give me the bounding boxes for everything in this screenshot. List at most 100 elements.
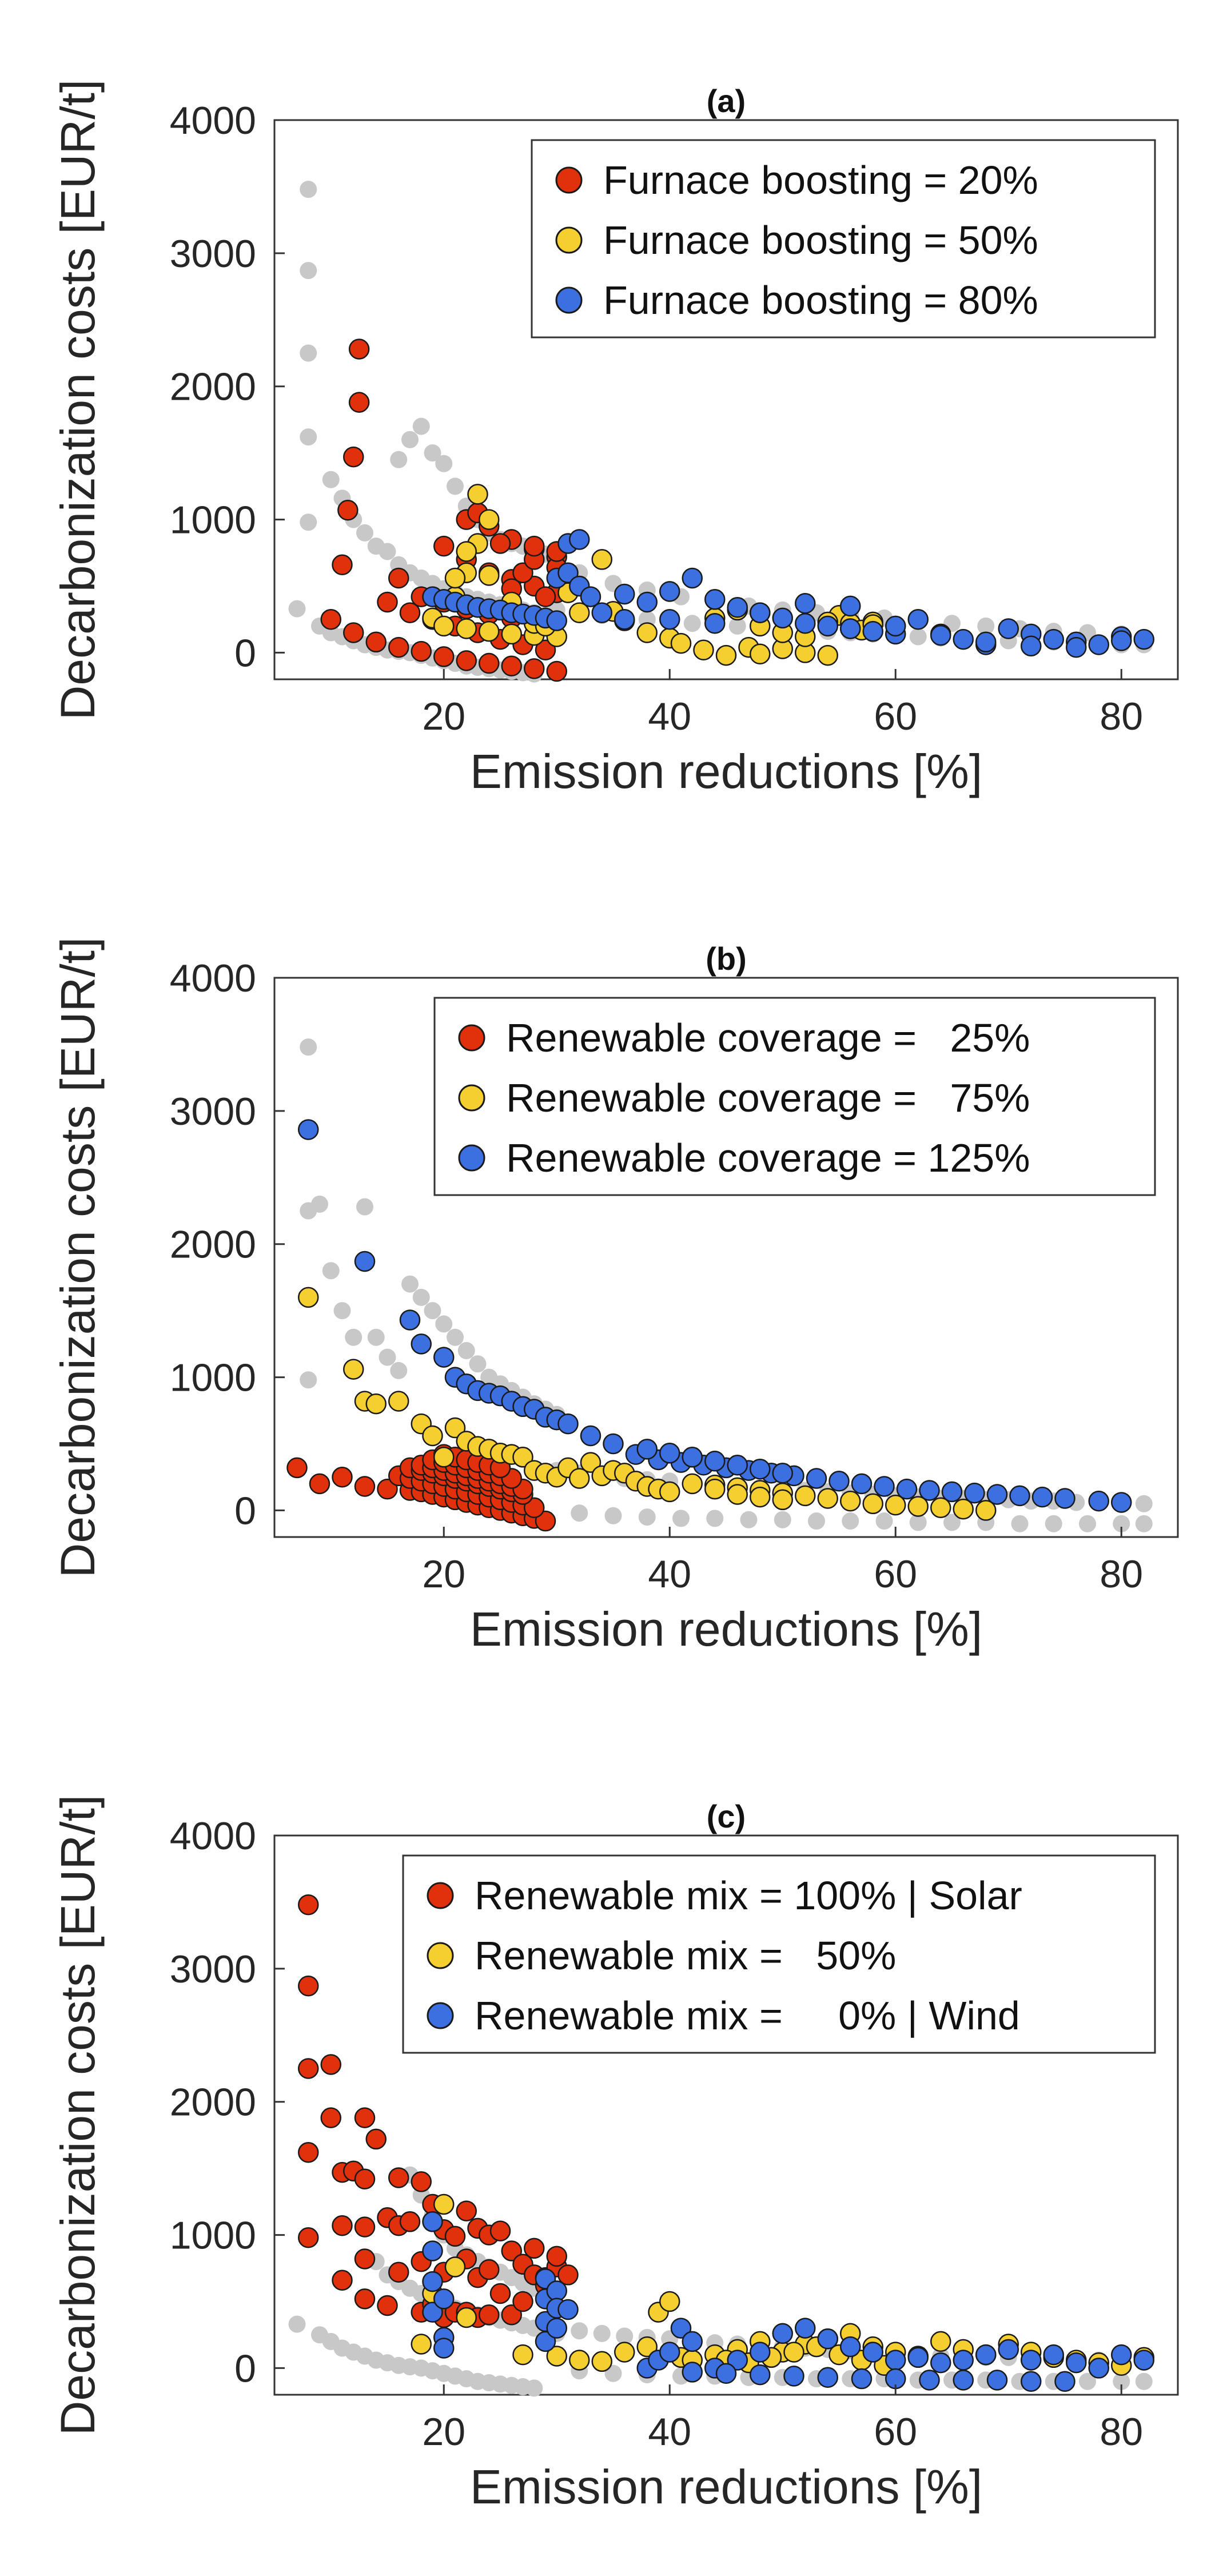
- data-point: [422, 2271, 443, 2292]
- data-point: [479, 2259, 500, 2280]
- data-point: [433, 2193, 455, 2215]
- data-point: [467, 484, 488, 505]
- y-tick-label: 3000: [170, 1090, 256, 1133]
- background-point: [345, 1328, 363, 1346]
- data-point: [727, 597, 748, 618]
- data-point: [795, 612, 816, 634]
- legend-marker: [427, 1942, 454, 1969]
- background-point: [300, 262, 317, 280]
- data-point: [546, 660, 567, 682]
- data-point: [433, 1447, 455, 1468]
- data-point: [337, 500, 358, 521]
- data-point: [489, 2220, 511, 2241]
- axes-box: [273, 119, 1179, 680]
- data-point: [444, 2256, 466, 2278]
- data-point: [354, 2107, 376, 2128]
- data-point: [930, 624, 951, 646]
- background-point: [1135, 1515, 1153, 1532]
- data-point: [806, 1468, 827, 1489]
- data-point: [433, 2338, 455, 2359]
- data-point: [535, 639, 556, 661]
- data-point: [557, 562, 579, 583]
- background-point: [1011, 1515, 1029, 1532]
- data-point: [1009, 1485, 1030, 1507]
- data-point: [456, 2200, 477, 2221]
- background-point: [1079, 2372, 1096, 2390]
- data-point: [907, 608, 929, 630]
- data-point: [348, 392, 370, 413]
- data-point: [975, 2344, 997, 2366]
- data-point: [298, 2058, 319, 2079]
- data-point: [862, 620, 883, 642]
- data-point: [332, 2270, 353, 2291]
- data-point: [456, 650, 477, 671]
- background-point: [412, 1288, 430, 1306]
- data-point: [1066, 2352, 1087, 2374]
- data-point: [817, 1488, 838, 1509]
- series-3: [422, 2211, 1154, 2392]
- data-point: [1021, 2371, 1042, 2392]
- data-point: [411, 2334, 432, 2355]
- panel-a: 20 40 60 80 0 1000 2000 3000 4000 (a) Emission red…: [51, 79, 1179, 798]
- data-point: [907, 1496, 929, 1517]
- legend-entry: Furnace boosting = 50%: [603, 218, 1038, 262]
- y-axis-label: Decarbonization costs [EUR/t]: [51, 79, 105, 720]
- background-point: [367, 1328, 385, 1346]
- background-point: [571, 1504, 588, 1522]
- data-point: [1088, 2358, 1109, 2379]
- data-point: [501, 2240, 522, 2262]
- x-tick-label: 20: [422, 695, 465, 738]
- data-point: [840, 595, 861, 617]
- data-point: [1054, 2371, 1075, 2392]
- chart-title: (c): [707, 1798, 746, 1834]
- data-point: [704, 1478, 726, 1500]
- data-point: [828, 1470, 850, 1492]
- background-point: [571, 2322, 588, 2340]
- data-point: [411, 1333, 432, 1355]
- data-point: [1021, 635, 1042, 657]
- data-point: [433, 535, 455, 557]
- data-point: [546, 610, 567, 631]
- data-point: [614, 583, 635, 605]
- data-point: [851, 2368, 873, 2390]
- data-point: [727, 2350, 748, 2371]
- data-point: [953, 2370, 974, 2391]
- data-point: [399, 2211, 421, 2232]
- data-point: [444, 567, 466, 589]
- background-point: [447, 1328, 464, 1346]
- y-tick-label: 4000: [170, 1814, 256, 1858]
- data-point: [750, 2342, 771, 2363]
- background-point: [300, 513, 317, 531]
- data-point: [569, 2350, 590, 2371]
- background-point: [842, 1512, 859, 1530]
- x-tick-label: 20: [422, 2410, 465, 2454]
- background-point: [909, 628, 927, 646]
- data-point: [659, 581, 680, 602]
- data-point: [874, 1476, 895, 1497]
- data-point: [422, 2211, 443, 2232]
- data-point: [1133, 628, 1154, 650]
- background-point: [401, 431, 419, 448]
- y-tick-label: 2000: [170, 2081, 256, 2124]
- data-point: [524, 658, 545, 679]
- data-point: [964, 1482, 985, 1504]
- legend-box: [433, 997, 1156, 1196]
- data-point: [479, 2304, 500, 2326]
- data-point: [986, 2370, 1008, 2391]
- y-axis-label: Decarbonization costs [EUR/t]: [51, 1795, 105, 2435]
- x-tick-label: 80: [1100, 2410, 1143, 2454]
- data-point: [930, 1497, 951, 1519]
- data-point: [919, 2370, 940, 2391]
- data-point: [1088, 634, 1109, 655]
- background-point: [300, 1038, 317, 1056]
- data-point: [456, 618, 477, 639]
- data-point: [885, 615, 906, 637]
- data-point: [704, 589, 726, 610]
- background-point: [1113, 1515, 1130, 1532]
- data-point: [795, 2318, 816, 2339]
- data-point: [535, 2331, 556, 2352]
- legend-entry: Renewable coverage = 75%: [506, 1076, 1030, 1120]
- legend-box: [531, 139, 1156, 339]
- y-tick-label: 2000: [170, 1223, 256, 1267]
- background-point: [977, 617, 995, 635]
